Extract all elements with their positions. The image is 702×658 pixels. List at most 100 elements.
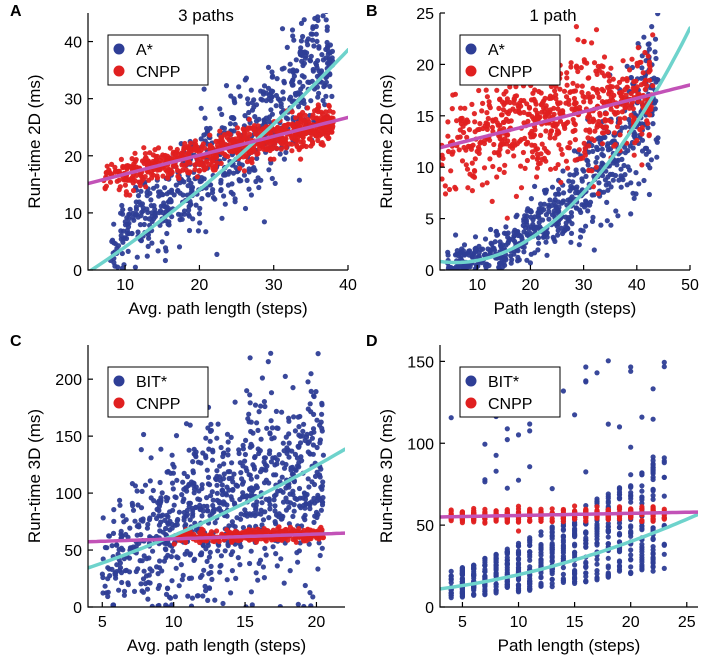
point-bitstar: [628, 531, 634, 537]
point-bitstar: [298, 454, 304, 460]
point-astar: [532, 226, 539, 232]
point-bitstar: [111, 507, 117, 513]
point-cnpp: [582, 152, 589, 158]
point-bitstar: [583, 537, 589, 543]
point-bitstar: [121, 592, 127, 598]
point-astar: [270, 88, 276, 94]
point-astar: [309, 37, 316, 43]
point-cnpp: [489, 198, 495, 204]
point-cnpp: [446, 186, 453, 193]
point-bitstar: [283, 461, 289, 468]
point-cnpp: [602, 117, 608, 123]
point-bitstar: [231, 471, 237, 477]
point-astar: [645, 125, 651, 131]
point-bitstar: [193, 454, 199, 460]
point-cnpp: [534, 146, 541, 152]
point-bitstar: [294, 496, 300, 502]
point-bitstar: [302, 496, 309, 502]
point-bitstar: [227, 469, 233, 475]
point-bitstar: [218, 553, 224, 559]
point-cnpp: [504, 507, 510, 513]
point-astar: [628, 75, 635, 81]
legend: A*CNPP: [107, 34, 209, 86]
point-astar: [324, 13, 329, 14]
point-cnpp: [501, 169, 507, 175]
point-bitstar: [197, 497, 203, 503]
point-bitstar: [283, 485, 289, 491]
point-cnpp: [150, 152, 156, 158]
point-astar: [140, 208, 146, 214]
panel-letter: C: [10, 333, 22, 350]
point-astar: [568, 197, 574, 203]
point-bitstar: [538, 575, 544, 581]
point-astar: [273, 92, 279, 99]
point-astar: [218, 187, 224, 194]
point-cnpp: [502, 100, 508, 106]
point-cnpp: [527, 507, 533, 513]
point-astar: [165, 205, 171, 211]
point-bitstar: [459, 570, 465, 576]
point-astar: [569, 221, 575, 227]
point-astar: [214, 251, 220, 257]
point-cnpp: [459, 158, 466, 164]
point-bitstar: [605, 541, 611, 547]
point-astar: [283, 149, 289, 155]
point-bitstar: [628, 484, 634, 490]
point-cnpp: [515, 528, 522, 534]
point-cnpp: [535, 161, 542, 167]
point-bitstar: [290, 513, 296, 520]
point-astar: [601, 134, 607, 140]
point-cnpp: [468, 146, 474, 152]
point-cnpp: [576, 147, 582, 153]
point-astar: [256, 184, 262, 191]
x-tick-label: 10: [468, 277, 486, 294]
point-cnpp: [552, 88, 558, 94]
y-tick-label: 0: [73, 263, 82, 280]
point-bitstar: [271, 493, 278, 499]
point-astar: [510, 236, 516, 242]
point-cnpp: [579, 89, 585, 95]
point-bitstar: [105, 589, 111, 595]
point-cnpp: [564, 82, 570, 88]
point-cnpp: [548, 128, 554, 134]
point-astar: [318, 68, 325, 74]
point-astar: [520, 222, 526, 229]
point-cnpp: [117, 184, 123, 190]
point-astar: [280, 89, 286, 95]
point-bitstar: [313, 276, 318, 281]
point-astar: [628, 211, 634, 217]
point-cnpp: [123, 189, 129, 195]
point-bitstar: [207, 549, 213, 556]
point-bitstar: [650, 416, 656, 422]
point-bitstar: [110, 530, 117, 537]
point-astar: [133, 204, 139, 210]
point-astar: [272, 180, 278, 186]
point-astar: [225, 182, 231, 188]
point-bitstar: [448, 568, 454, 575]
point-cnpp: [661, 506, 667, 512]
point-bitstar: [242, 458, 248, 464]
point-cnpp: [496, 105, 502, 111]
point-bitstar: [189, 595, 196, 601]
point-astar: [648, 157, 655, 163]
point-cnpp: [174, 146, 180, 153]
point-astar: [297, 79, 303, 85]
point-cnpp: [148, 171, 155, 177]
point-cnpp: [582, 145, 588, 151]
point-bitstar: [240, 446, 246, 452]
point-bitstar: [160, 512, 166, 518]
point-bitstar: [136, 522, 142, 528]
point-astar: [544, 230, 550, 236]
point-bitstar: [266, 480, 272, 486]
x-tick-label: 20: [191, 277, 209, 294]
point-cnpp: [639, 131, 645, 137]
point-astar: [181, 208, 188, 214]
point-cnpp: [501, 141, 507, 147]
point-bitstar: [296, 485, 303, 492]
point-bitstar: [134, 488, 140, 494]
point-bitstar: [166, 594, 172, 600]
point-cnpp: [559, 151, 565, 157]
point-astar: [280, 96, 287, 102]
point-cnpp: [475, 144, 482, 150]
point-bitstar: [242, 451, 248, 458]
